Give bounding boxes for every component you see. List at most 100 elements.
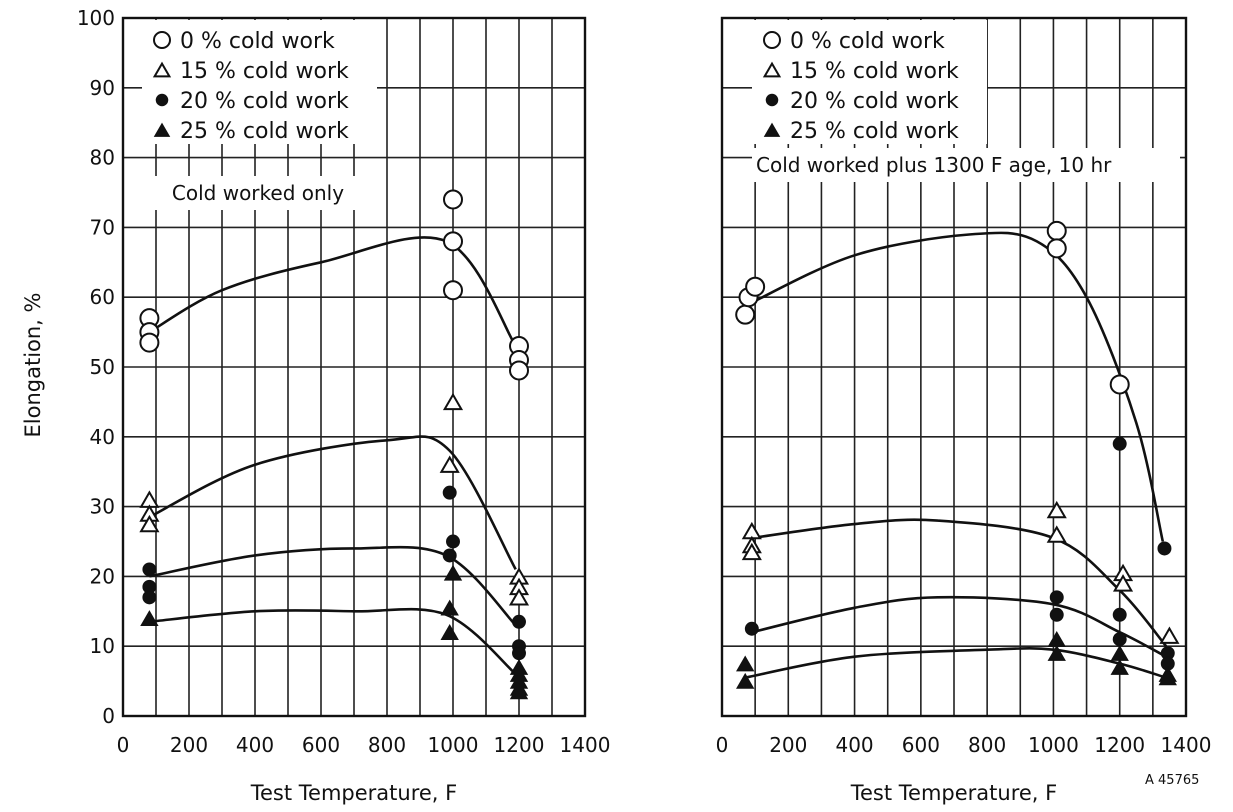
y-tick-label: 70 (90, 215, 115, 239)
x-tick-label: 600 (302, 733, 340, 757)
x-tick-label: 1400 (1161, 733, 1212, 757)
data-point-series-4 (736, 655, 755, 672)
data-point-series-4 (509, 683, 529, 700)
legend-label: 0 % cold work (180, 29, 335, 54)
fit-curve-series-1 (747, 231, 1165, 542)
x-tick-label: 800 (368, 733, 406, 757)
legend-marker-open-triangle (152, 61, 172, 78)
data-point-series-1 (443, 189, 463, 210)
data-point-series-4 (1047, 631, 1066, 647)
y-axis-title: Elongation, % (21, 293, 45, 438)
data-point-series-4 (1158, 669, 1177, 686)
legend-label: 15 % cold work (790, 59, 959, 84)
legend-label: 20 % cold work (180, 89, 349, 114)
x-tick-label: 400 (835, 733, 873, 757)
note-background (752, 148, 1180, 182)
data-point-series-3 (512, 614, 526, 629)
y-tick-label: 20 (90, 564, 115, 588)
legend-background (142, 20, 377, 144)
x-tick-label: 200 (170, 733, 208, 757)
data-point-series-1 (509, 360, 529, 381)
note-background (142, 176, 374, 210)
data-point-series-4 (443, 564, 463, 581)
data-point-series-3 (1112, 632, 1127, 647)
fit-curve-series-2 (148, 435, 517, 571)
legend-1: 0 % cold work 15 % cold work 20 % cold wor… (142, 20, 377, 144)
data-point-series-3 (142, 590, 157, 605)
data-point-series-1 (1109, 374, 1130, 395)
y-tick-label: 40 (90, 425, 115, 449)
y-tick-label: 100 (77, 6, 115, 30)
data-point-series-3 (1049, 590, 1064, 605)
x-tick-label: 200 (769, 733, 807, 757)
x-tick-label: 1200 (1094, 733, 1145, 757)
y-tick-label: 30 (90, 495, 115, 519)
chart-note: Cold worked only (172, 181, 344, 205)
fit-curve-series-4 (744, 647, 1167, 679)
data-point-series-2 (508, 588, 530, 606)
plot-frame (121, 16, 587, 718)
fit-curve-series-3 (751, 595, 1167, 658)
fit-curve-series-1 (148, 236, 517, 347)
x-tick-label: 400 (236, 733, 274, 757)
data-point-series-3 (1112, 607, 1127, 622)
x-tick-label: 1200 (494, 733, 545, 757)
legend-background (752, 20, 987, 144)
data-point-series-1 (735, 304, 756, 325)
legend-2: 0 % cold work 15 % cold work 20 % cold wor… (752, 20, 987, 144)
data-point-series-2 (741, 542, 762, 561)
chart-note: Cold worked plus 1300 F age, 10 hr (756, 153, 1112, 177)
y-tick-label: 90 (90, 76, 115, 100)
data-point-series-3 (1112, 436, 1127, 451)
fit-curve-series-4 (149, 607, 517, 676)
data-point-series-1 (745, 276, 766, 297)
fit-curve-series-2 (751, 518, 1168, 648)
data-point-series-3 (446, 534, 460, 549)
x-tick-label: 800 (968, 733, 1006, 757)
plot-frame (720, 16, 1188, 718)
legend-marker-open-circle (763, 31, 781, 49)
data-point-series-2 (1159, 626, 1180, 644)
legend-marker-filled-triangle (763, 122, 781, 137)
data-point-series-3 (1157, 541, 1172, 556)
legend-label: 0 % cold work (790, 29, 945, 54)
figure-reference: A 45765 (1145, 773, 1199, 788)
legend-marker-filled-circle (155, 93, 169, 107)
data-point-series-2 (439, 455, 460, 473)
y-tick-label: 60 (90, 285, 115, 309)
x-tick-label: 1000 (428, 733, 479, 757)
legend-label: 25 % cold work (790, 119, 959, 144)
x-tick-label: 1000 (1028, 733, 1079, 757)
x-axis-title: Test Temperature, F (250, 781, 457, 805)
legend-label: 20 % cold work (790, 89, 959, 114)
x-tick-label: 600 (902, 733, 940, 757)
data-point-series-3 (512, 646, 526, 661)
y-tick-label: 0 (102, 704, 115, 728)
data-point-series-2 (1046, 500, 1067, 519)
x-tick-label: 0 (716, 733, 729, 757)
legend-label: 15 % cold work (180, 59, 349, 84)
data-point-series-4 (140, 610, 159, 626)
data-point-series-2 (1112, 574, 1134, 592)
data-point-series-3 (142, 562, 157, 577)
legend-marker-filled-circle (765, 93, 779, 107)
data-point-series-1 (139, 332, 160, 353)
data-point-series-4 (736, 672, 755, 689)
x-axis-title: Test Temperature, F (850, 781, 1057, 805)
data-point-series-3 (442, 548, 457, 563)
fit-curve-series-3 (149, 545, 517, 627)
data-point-series-1 (443, 231, 463, 252)
y-tick-label: 50 (90, 355, 115, 379)
data-point-series-1 (443, 280, 463, 301)
legend-marker-open-circle (153, 31, 171, 49)
data-point-series-3 (1049, 607, 1064, 622)
data-point-series-2 (1046, 525, 1067, 543)
data-point-series-4 (440, 624, 459, 640)
data-point-series-2 (442, 392, 464, 411)
y-tick-label: 10 (90, 634, 115, 658)
data-point-series-4 (1047, 644, 1066, 661)
data-point-series-3 (744, 621, 759, 636)
data-point-series-4 (1110, 644, 1129, 661)
legend-marker-open-triangle (762, 61, 782, 78)
data-point-series-2 (139, 514, 160, 533)
